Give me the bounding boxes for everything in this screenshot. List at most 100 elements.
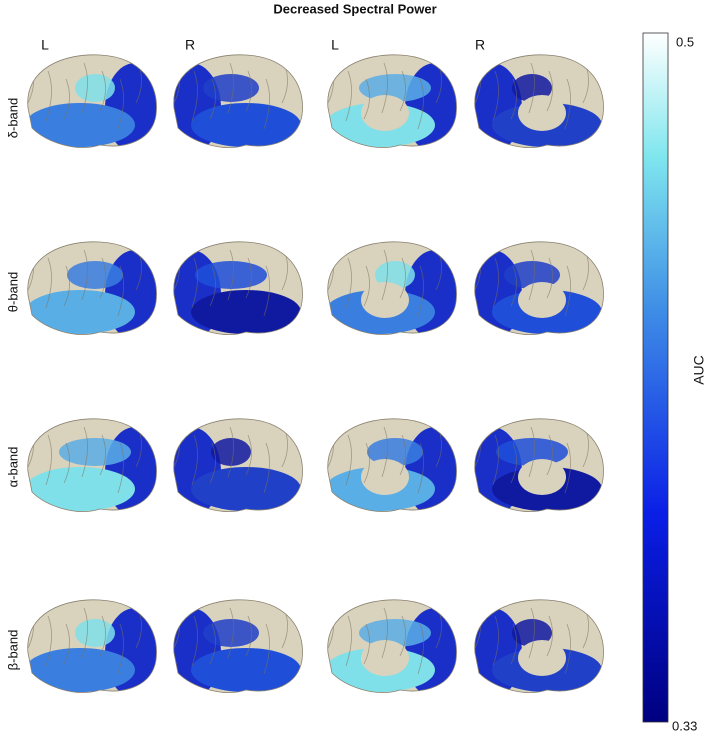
- sulcus: [191, 615, 198, 667]
- sulcus: [528, 426, 535, 478]
- sulcus: [99, 615, 106, 657]
- midline: [361, 282, 409, 318]
- midline: [518, 640, 566, 676]
- brain: [173, 54, 303, 148]
- sulcus: [564, 78, 571, 130]
- sulcus: [417, 78, 424, 130]
- sulcus: [399, 70, 406, 112]
- hemisphere-label: R: [185, 37, 195, 53]
- patch: [75, 74, 115, 102]
- patch: [27, 103, 135, 147]
- brain: [474, 418, 604, 512]
- sulcus: [564, 265, 571, 317]
- sulcus: [63, 78, 70, 120]
- brain-outline: [173, 418, 303, 512]
- title: Decreased Spectral Power: [273, 1, 436, 16]
- sulcus: [564, 442, 571, 494]
- sulcus: [117, 78, 124, 130]
- patch: [27, 290, 135, 334]
- colorbar-label: AUC: [691, 355, 707, 385]
- band-label: α-band: [5, 447, 20, 488]
- brain-outline: [27, 418, 157, 512]
- sulcus: [399, 615, 406, 657]
- brain: [327, 418, 457, 512]
- sulcus: [209, 623, 216, 665]
- sulcus: [117, 265, 124, 317]
- sulcus: [209, 442, 216, 484]
- brain-outline: [327, 599, 457, 693]
- sulcus: [528, 249, 535, 301]
- brain: [27, 599, 157, 693]
- midline: [361, 640, 409, 676]
- brain-outline: [27, 599, 157, 693]
- sulcus: [245, 257, 252, 299]
- patch: [191, 467, 301, 511]
- brain: [173, 241, 303, 335]
- sulcus: [81, 62, 88, 114]
- patch: [27, 467, 135, 511]
- brain-outline: [173, 54, 303, 148]
- brain-outline: [474, 241, 604, 335]
- brain-outline: [27, 54, 157, 148]
- band-label: β-band: [5, 630, 20, 671]
- sulcus: [492, 434, 499, 486]
- sulcus: [381, 607, 388, 659]
- patch: [59, 438, 131, 466]
- sulcus: [99, 434, 106, 476]
- brain-renderings: [27, 54, 604, 693]
- brain: [474, 241, 604, 335]
- patch: [191, 648, 301, 692]
- patch: [195, 261, 267, 289]
- midline: [361, 95, 409, 131]
- sulcus: [417, 442, 424, 494]
- sulcus: [381, 426, 388, 478]
- sulcus: [546, 434, 553, 476]
- brain-outline: [327, 241, 457, 335]
- band-label: δ-band: [5, 98, 20, 139]
- sulcus: [363, 265, 370, 307]
- sulcus: [546, 615, 553, 657]
- sulcus: [492, 615, 499, 667]
- sulcus: [492, 70, 499, 122]
- sulcus: [263, 442, 270, 494]
- sulcus: [45, 615, 52, 667]
- midline: [518, 282, 566, 318]
- sulcus: [510, 442, 517, 484]
- patch: [191, 290, 301, 334]
- brain: [27, 241, 157, 335]
- sulcus: [363, 78, 370, 120]
- sulcus: [510, 265, 517, 307]
- sulcus: [417, 623, 424, 675]
- sulcus: [263, 623, 270, 675]
- sulcus: [345, 70, 352, 122]
- sulcus: [227, 426, 234, 478]
- sulcus: [417, 265, 424, 317]
- sulcus: [528, 607, 535, 659]
- sulcus: [345, 257, 352, 309]
- brain-outline: [474, 54, 604, 148]
- sulcus: [63, 265, 70, 307]
- sulcus: [81, 607, 88, 659]
- sulcus: [45, 70, 52, 122]
- midline: [361, 459, 409, 495]
- sulcus: [63, 623, 70, 665]
- hemisphere-label: L: [331, 37, 339, 53]
- patch: [203, 619, 259, 647]
- patch: [359, 74, 431, 102]
- sulcus: [528, 62, 535, 114]
- sulcus: [345, 434, 352, 486]
- patch: [504, 261, 560, 289]
- sulcus: [45, 257, 52, 309]
- sulcus: [99, 257, 106, 299]
- patch: [67, 261, 123, 289]
- sulcus: [209, 78, 216, 120]
- colorbar-max: 0.5: [676, 34, 694, 49]
- brain: [327, 241, 457, 335]
- sulcus: [191, 257, 198, 309]
- sulcus: [117, 442, 124, 494]
- sulcus: [227, 249, 234, 301]
- brain-outline: [173, 599, 303, 693]
- sulcus: [63, 442, 70, 484]
- band-label: θ-band: [5, 272, 20, 312]
- patch: [367, 438, 423, 466]
